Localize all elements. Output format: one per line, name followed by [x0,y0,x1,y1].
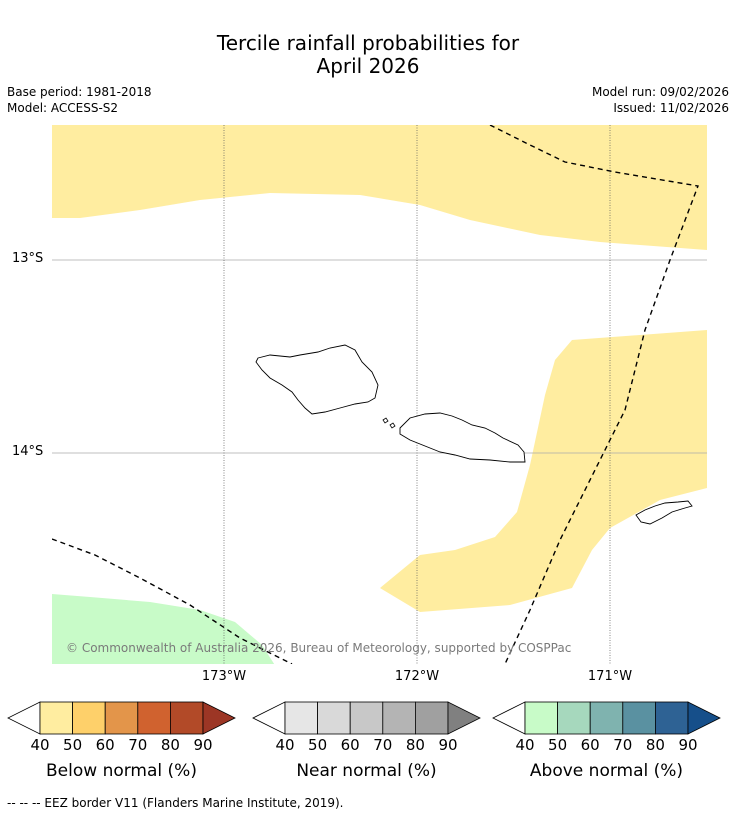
colorbar-below-label: Below normal (%) [46,761,197,781]
eez-footnote: -- -- -- EEZ border V11 (Flanders Marine… [7,796,344,810]
colorbar-below-tick: 90 [193,736,213,754]
colorbar-below-segment [137,701,171,735]
colorbar-below-segment [39,701,73,735]
colorbar-above-tick: 70 [613,736,633,754]
base-period: Base period: 1981-2018 [7,85,152,99]
colorbar-above-segment [622,701,656,735]
eez-border-north [489,125,699,664]
colorbar-above-tick: 50 [548,736,568,754]
colorbar-above-tick: 40 [515,736,535,754]
colorbar-below [7,701,236,735]
colorbar-near-segment [414,701,449,735]
island-apolima [389,422,396,429]
colorbar-below-over-arrow [202,701,236,735]
colorbar-near-tick: 70 [373,736,393,754]
colorbar-below-tick: 40 [30,736,50,754]
colorbar-above-segment [654,701,689,735]
colorbar-above-tick: 80 [645,736,665,754]
above-normal-region [52,594,275,664]
island-manono [382,417,389,424]
lat-label-13s: 13°S [12,251,44,266]
colorbar-above-label: Above normal (%) [529,761,684,781]
colorbar-below-segment [104,701,139,735]
colorbar-above-segment [589,701,624,735]
colorbar-above-over-arrow [687,701,721,735]
colorbar-near-segment [349,701,384,735]
lon-label-171w: 171°W [587,669,633,684]
chart-title-line2: April 2026 [316,54,420,78]
colorbar-near-tick: 60 [340,736,360,754]
island-savaii [255,344,379,415]
colorbar-below-segment [169,701,204,735]
eez-border-southwest [52,538,293,664]
colorbar-below-segment [72,701,106,735]
colorbar-near-segment [382,701,416,735]
colorbar-below-tick: 50 [63,736,83,754]
colorbar-near-over-arrow [447,701,481,735]
colorbar-near-tick: 50 [308,736,328,754]
colorbar-above-under-arrow [492,701,526,735]
model-name: Model: ACCESS-S2 [7,101,119,115]
colorbar-above-tick: 90 [678,736,698,754]
island-tutuila [635,500,693,525]
colorbar-above-segment [557,701,591,735]
colorbar-above-tick: 60 [580,736,600,754]
colorbar-below-tick: 80 [160,736,180,754]
below-normal-region-north [52,125,707,250]
copyright-notice: © Commonwealth of Australia 2026, Bureau… [66,641,572,655]
lon-label-172w: 172°W [394,669,440,684]
colorbar-near-label: Near normal (%) [296,761,437,781]
colorbar-below-tick: 70 [128,736,148,754]
lon-label-173w: 173°W [201,669,247,684]
lat-label-14s: 14°S [12,444,44,459]
colorbar-near-segment [317,701,351,735]
colorbar-near-tick: 80 [405,736,425,754]
chart-title-line1: Tercile rainfall probabilities for [216,31,520,55]
colorbar-near [252,701,481,735]
colorbar-above-segment [524,701,558,735]
below-normal-region-east [380,330,707,612]
colorbar-below-tick: 60 [95,736,115,754]
colorbar-near-segment [284,701,318,735]
colorbar-below-under-arrow [7,701,41,735]
colorbar-near-tick: 40 [275,736,295,754]
issued-date: Issued: 11/02/2026 [613,101,729,115]
colorbar-near-under-arrow [252,701,286,735]
island-upolu [399,412,526,463]
colorbar-above [492,701,721,735]
colorbar-near-tick: 90 [438,736,458,754]
model-run: Model run: 09/02/2026 [591,85,729,99]
